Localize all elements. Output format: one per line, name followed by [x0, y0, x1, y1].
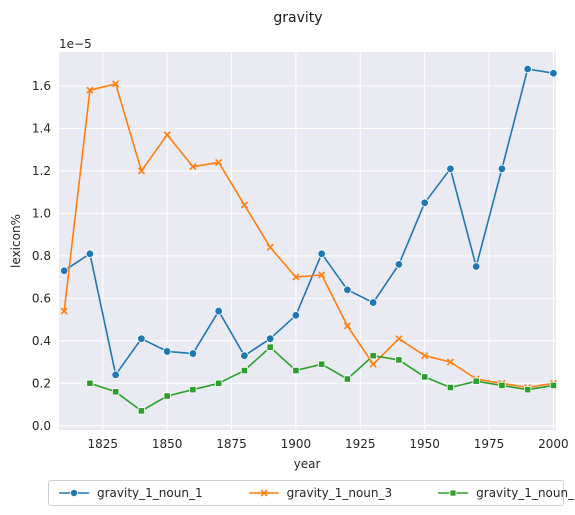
x-tick-label: 1825 — [88, 437, 119, 451]
data-point — [266, 243, 274, 251]
x-tick-label: 1925 — [345, 437, 376, 451]
data-point — [189, 163, 197, 171]
data-point — [421, 373, 429, 381]
data-point — [137, 407, 146, 415]
data-point — [137, 334, 146, 343]
plot-area — [59, 52, 556, 430]
data-point — [497, 164, 507, 173]
legend-label: gravity_1_noun_2 — [476, 486, 575, 500]
data-point — [163, 392, 171, 400]
data-point — [421, 352, 429, 360]
data-point — [112, 80, 120, 88]
y-tick-label: 0.0 — [32, 419, 51, 433]
y-tick-label: 1.2 — [32, 164, 51, 178]
data-point — [549, 381, 558, 390]
data-point — [343, 375, 352, 383]
x-tick-label: 2000 — [538, 437, 569, 451]
data-point — [215, 158, 223, 166]
y-tick-label: 1.6 — [32, 79, 51, 93]
series-line — [63, 68, 554, 376]
series-group — [59, 64, 558, 415]
axis-ticks: 1825 1850 1875 1900 1925 1950 1975 2000 0.0 0.2 0.… — [32, 79, 569, 451]
legend-label: gravity_1_noun_1 — [97, 486, 203, 500]
data-point — [85, 249, 95, 258]
series-line — [63, 83, 554, 389]
data-point — [240, 351, 249, 360]
x-tick-label: 1850 — [152, 437, 183, 451]
data-point — [214, 306, 223, 316]
y-axis-label: lexicon% — [9, 214, 23, 268]
legend-marker-square-icon — [438, 489, 469, 497]
data-point — [446, 383, 455, 392]
x-tick-label: 1975 — [474, 437, 505, 451]
data-point — [240, 366, 249, 375]
data-point — [60, 307, 68, 315]
y-tick-label: 0.8 — [32, 249, 51, 263]
series-1 — [59, 64, 558, 379]
data-point — [369, 360, 377, 368]
chart-title: gravity — [273, 10, 322, 26]
data-point — [292, 366, 300, 375]
data-point — [523, 64, 532, 74]
legend-item-series-2: gravity_1_noun_3 — [248, 486, 393, 500]
data-point — [317, 249, 326, 258]
x-axis-label: year — [294, 457, 321, 471]
legend-label: gravity_1_noun_3 — [286, 486, 393, 500]
data-point — [291, 311, 301, 320]
data-point — [318, 360, 326, 368]
data-point — [292, 273, 300, 281]
data-point — [395, 356, 403, 364]
data-point — [188, 349, 198, 358]
y-tick-label: 1.0 — [32, 206, 51, 220]
data-point — [240, 201, 248, 209]
data-point — [524, 386, 532, 394]
data-point — [343, 285, 352, 295]
y-tick-label: 0.2 — [32, 376, 51, 390]
data-point — [59, 266, 69, 275]
data-point — [394, 260, 404, 269]
y-tick-label: 1.4 — [32, 121, 51, 135]
data-point — [86, 379, 94, 387]
data-point — [86, 86, 94, 94]
data-point — [163, 131, 171, 139]
data-point — [137, 167, 145, 175]
legend-marker-x-icon — [248, 489, 279, 497]
data-point — [111, 370, 120, 379]
x-tick-label: 1900 — [281, 437, 312, 451]
data-point — [265, 334, 275, 343]
legend-item-series-1: gravity_1_noun_1 — [59, 486, 203, 500]
data-point — [395, 335, 403, 343]
data-point — [368, 298, 378, 307]
x-tick-label: 1875 — [216, 437, 247, 451]
data-point — [343, 322, 351, 330]
data-point — [446, 358, 454, 366]
y-offset-label: 1e−5 — [59, 37, 92, 51]
legend-marker-circle-icon — [59, 489, 89, 497]
y-tick-label: 0.4 — [32, 334, 51, 348]
data-point — [162, 347, 172, 356]
data-point — [369, 352, 377, 360]
data-point — [420, 198, 429, 207]
data-point — [318, 271, 326, 279]
data-point — [472, 377, 480, 385]
legend-item-series-3: gravity_1_noun_2 — [438, 486, 575, 500]
legend: gravity_1_noun_1 gravity_1_noun_3 gravit… — [48, 480, 575, 506]
data-point — [112, 388, 120, 396]
data-point — [498, 381, 506, 390]
data-point — [446, 164, 455, 173]
y-tick-label: 0.6 — [32, 291, 51, 305]
data-point — [549, 69, 558, 78]
data-point — [471, 262, 481, 271]
series-3 — [86, 343, 558, 415]
x-tick-label: 1950 — [409, 437, 440, 451]
data-point — [189, 386, 197, 394]
data-point — [215, 379, 223, 387]
data-point — [266, 343, 274, 351]
